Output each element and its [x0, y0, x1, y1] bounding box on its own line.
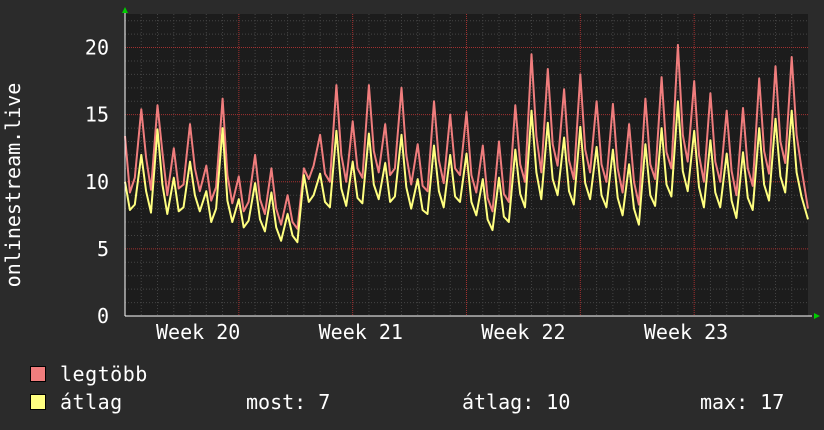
x-tick-label: Week 20: [156, 320, 240, 344]
stat-avg-value: 10: [546, 390, 571, 414]
y-tick-label: 5: [97, 237, 109, 261]
x-axis-arrow: [814, 313, 820, 319]
series-line-atlag: [124, 100, 809, 244]
y-tick-label: 20: [85, 36, 109, 60]
stat-avg: átlag: 10: [462, 390, 570, 414]
stat-max: max: 17: [700, 390, 784, 414]
y-axis-title: onlinestream.live: [1, 83, 25, 288]
stat-now-value: 7: [318, 390, 331, 414]
stat-max-value: 17: [760, 390, 785, 414]
y-tick-label: 0: [97, 304, 109, 328]
legend-swatch-avg: [30, 394, 46, 410]
stat-now: most: 7: [246, 390, 330, 414]
y-axis-arrow: [122, 7, 128, 13]
legend-item-avg: átlag: [30, 390, 123, 414]
legend-label-avg: átlag: [60, 390, 123, 414]
x-tick-label: Week 23: [644, 320, 728, 344]
y-tick-label: 10: [85, 170, 109, 194]
series-line-legtobb: [124, 43, 809, 230]
stat-avg-label: átlag:: [462, 390, 535, 414]
stat-max-label: max:: [700, 390, 749, 414]
x-tick-label: Week 22: [481, 320, 565, 344]
legend-swatch-max: [30, 366, 46, 382]
y-tick-label: 15: [85, 103, 109, 127]
stat-now-label: most:: [246, 390, 307, 414]
legend-label-max: legtöbb: [60, 362, 148, 386]
x-tick-label: Week 21: [319, 320, 403, 344]
legend-item-max: legtöbb: [30, 362, 148, 386]
